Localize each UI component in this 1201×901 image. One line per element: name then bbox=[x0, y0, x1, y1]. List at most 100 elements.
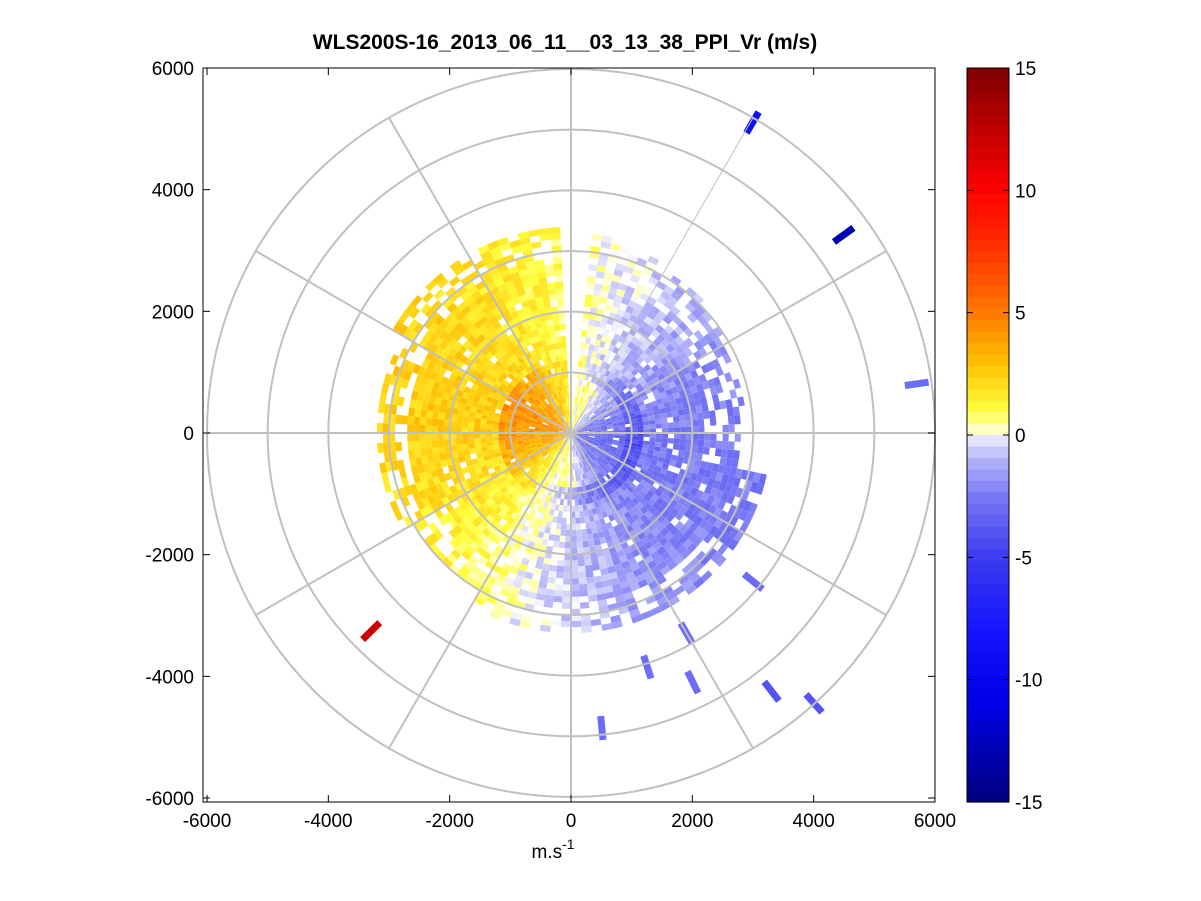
velocity-cell bbox=[504, 299, 515, 309]
velocity-cell bbox=[575, 397, 579, 404]
velocity-cell bbox=[438, 340, 449, 351]
velocity-cell bbox=[576, 486, 581, 494]
velocity-cell bbox=[541, 423, 548, 427]
velocity-cell bbox=[567, 421, 570, 428]
velocity-cell bbox=[476, 342, 486, 352]
velocity-cell bbox=[557, 405, 562, 412]
velocity-cell bbox=[548, 325, 555, 333]
velocity-cell bbox=[513, 449, 521, 455]
velocity-cell bbox=[610, 338, 618, 347]
velocity-cell bbox=[584, 361, 590, 369]
velocity-cell bbox=[494, 360, 503, 369]
velocity-cell bbox=[425, 417, 433, 426]
velocity-cell bbox=[649, 536, 659, 546]
velocity-cell bbox=[632, 505, 641, 514]
velocity-cell bbox=[560, 474, 565, 481]
velocity-cell bbox=[539, 457, 546, 464]
velocity-cell bbox=[648, 342, 657, 352]
velocity-cell bbox=[537, 366, 544, 374]
velocity-cell bbox=[590, 446, 597, 451]
velocity-cell bbox=[557, 420, 563, 425]
velocity-cell bbox=[590, 397, 596, 404]
velocity-cell bbox=[655, 360, 665, 369]
velocity-cell bbox=[618, 424, 626, 428]
velocity-cell bbox=[704, 433, 711, 441]
velocity-cell bbox=[542, 532, 550, 540]
velocity-cell bbox=[542, 392, 548, 399]
velocity-cell bbox=[580, 447, 586, 454]
velocity-cell bbox=[498, 501, 507, 510]
velocity-cell bbox=[584, 416, 590, 422]
velocity-cell bbox=[393, 509, 404, 522]
velocity-cell bbox=[549, 564, 558, 572]
velocity-cell bbox=[628, 349, 636, 358]
velocity-cell bbox=[479, 541, 489, 551]
velocity-cell bbox=[593, 357, 600, 366]
velocity-cell bbox=[612, 376, 620, 384]
velocity-cell bbox=[584, 400, 590, 407]
velocity-cell bbox=[480, 347, 490, 356]
velocity-cell bbox=[604, 444, 612, 449]
velocity-cell bbox=[634, 383, 643, 391]
velocity-cell bbox=[723, 372, 733, 383]
velocity-cell bbox=[635, 364, 644, 373]
colorbar-band bbox=[967, 354, 1009, 367]
velocity-cell bbox=[574, 415, 577, 422]
velocity-cell bbox=[576, 430, 583, 433]
velocity-cell bbox=[564, 409, 568, 416]
velocity-cell bbox=[709, 440, 717, 449]
velocity-cell bbox=[551, 607, 562, 615]
velocity-cell bbox=[576, 449, 580, 457]
velocity-cell bbox=[561, 410, 565, 417]
velocity-cell bbox=[534, 561, 544, 570]
velocity-cell bbox=[620, 366, 628, 375]
velocity-cell bbox=[554, 399, 559, 406]
velocity-cell bbox=[421, 401, 429, 411]
velocity-cell bbox=[549, 450, 555, 456]
velocity-cell bbox=[408, 318, 419, 331]
velocity-cell bbox=[523, 403, 531, 409]
velocity-cell bbox=[503, 368, 511, 377]
velocity-cell bbox=[449, 484, 458, 494]
velocity-cell bbox=[580, 461, 585, 468]
velocity-cell bbox=[649, 384, 658, 392]
velocity-cell bbox=[632, 288, 643, 298]
velocity-cell bbox=[426, 447, 434, 456]
velocity-cell bbox=[486, 497, 495, 507]
velocity-cell bbox=[644, 510, 653, 519]
velocity-cell bbox=[531, 362, 538, 370]
velocity-cell bbox=[589, 430, 596, 433]
velocity-cell bbox=[499, 383, 508, 391]
velocity-cell bbox=[542, 513, 550, 521]
velocity-cell bbox=[401, 378, 410, 390]
velocity-cell bbox=[578, 583, 588, 591]
velocity-cell bbox=[458, 530, 469, 541]
velocity-cell bbox=[653, 409, 661, 416]
velocity-cell bbox=[565, 535, 571, 543]
velocity-cell bbox=[581, 361, 587, 368]
isolated-return bbox=[831, 225, 856, 245]
velocity-cell bbox=[600, 497, 607, 506]
velocity-cell bbox=[649, 428, 656, 433]
velocity-cell bbox=[541, 426, 548, 430]
velocity-cell bbox=[698, 336, 709, 348]
velocity-cell bbox=[533, 400, 540, 407]
velocity-cell bbox=[574, 462, 577, 470]
velocity-cell bbox=[542, 357, 549, 366]
velocity-cell bbox=[458, 511, 468, 521]
velocity-cell bbox=[567, 438, 570, 445]
velocity-cell bbox=[612, 420, 619, 425]
velocity-cell bbox=[510, 311, 520, 320]
velocity-cell bbox=[734, 433, 741, 442]
velocity-cell bbox=[421, 497, 431, 508]
velocity-cell bbox=[504, 557, 515, 567]
velocity-cell bbox=[646, 453, 654, 460]
velocity-cell bbox=[655, 437, 662, 443]
velocity-cell bbox=[614, 594, 626, 603]
velocity-cell bbox=[703, 522, 714, 533]
velocity-cell bbox=[581, 324, 589, 332]
velocity-cell bbox=[610, 374, 617, 382]
velocity-cell bbox=[654, 393, 662, 401]
velocity-cell bbox=[586, 471, 591, 479]
velocity-cell bbox=[587, 450, 593, 456]
